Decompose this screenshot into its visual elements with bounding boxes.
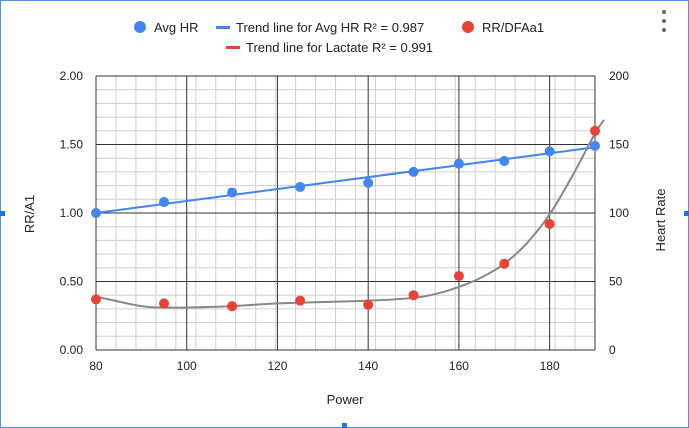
legend-dot-icon bbox=[134, 21, 146, 33]
x-axis-title: Power bbox=[327, 392, 365, 407]
resize-handle-bottom[interactable] bbox=[342, 423, 347, 428]
data-point bbox=[159, 298, 170, 309]
y-left-tick-label: 0.50 bbox=[60, 275, 84, 289]
y-right-tick-label: 0 bbox=[609, 343, 616, 357]
trend-lines bbox=[95, 119, 605, 309]
legend-label: RR/DFAa1 bbox=[482, 20, 544, 35]
data-point bbox=[363, 299, 374, 310]
chart-menu-icon[interactable] bbox=[661, 10, 667, 32]
y-axis-left-title: RR/A1 bbox=[22, 195, 37, 233]
data-point bbox=[91, 294, 101, 305]
data-points bbox=[91, 125, 600, 312]
data-point bbox=[499, 258, 510, 269]
data-point bbox=[408, 166, 419, 177]
y-left-tick-label: 1.50 bbox=[60, 138, 84, 152]
legend-label: Trend line for Lactate R² = 0.991 bbox=[246, 40, 433, 55]
data-point bbox=[453, 158, 464, 169]
data-point bbox=[159, 197, 170, 208]
x-tick-label: 180 bbox=[540, 359, 560, 373]
x-tick-label: 160 bbox=[449, 359, 469, 373]
data-point bbox=[227, 301, 238, 312]
y-right-tick-label: 200 bbox=[609, 69, 629, 83]
data-point bbox=[295, 181, 306, 192]
y-left-tick-label: 2.00 bbox=[60, 69, 84, 83]
data-point bbox=[544, 218, 555, 229]
legend-line-icon bbox=[216, 26, 230, 29]
data-point bbox=[499, 155, 510, 166]
legend-line-icon bbox=[226, 46, 240, 49]
legend: Avg HR Trend line for Avg HR R² = 0.987 RR… bbox=[134, 20, 544, 55]
legend-label: Trend line for Avg HR R² = 0.987 bbox=[236, 20, 424, 35]
data-point bbox=[295, 295, 306, 306]
y-right-tick-label: 150 bbox=[609, 138, 629, 152]
x-tick-label: 140 bbox=[358, 359, 378, 373]
x-tick-label: 120 bbox=[267, 359, 287, 373]
legend-dot-icon bbox=[462, 21, 474, 33]
y-axis-right-title: Heart Rate bbox=[653, 189, 668, 252]
grid bbox=[95, 75, 596, 351]
data-point bbox=[91, 208, 101, 218]
x-tick-label: 80 bbox=[89, 359, 103, 373]
data-point bbox=[363, 177, 374, 188]
data-point bbox=[590, 125, 600, 136]
data-point bbox=[408, 290, 419, 301]
x-tick-label: 100 bbox=[177, 359, 197, 373]
data-point bbox=[544, 146, 555, 157]
y-right-tick-label: 100 bbox=[609, 206, 629, 220]
trendline bbox=[95, 146, 596, 214]
axes: 80 100 120 140 160 180 0.00 0.50 1.00 1.50 2.00 0 50… bbox=[60, 69, 630, 373]
trendline bbox=[95, 119, 605, 309]
legend-label: Avg HR bbox=[154, 20, 199, 35]
resize-handle-left[interactable] bbox=[0, 211, 5, 216]
y-right-tick-label: 50 bbox=[609, 275, 623, 289]
resize-handle-right[interactable] bbox=[684, 211, 689, 216]
y-left-tick-label: 0.00 bbox=[60, 343, 84, 357]
y-left-tick-label: 1.00 bbox=[60, 206, 84, 220]
data-point bbox=[227, 187, 238, 198]
data-point bbox=[590, 140, 600, 151]
data-point bbox=[453, 271, 464, 282]
